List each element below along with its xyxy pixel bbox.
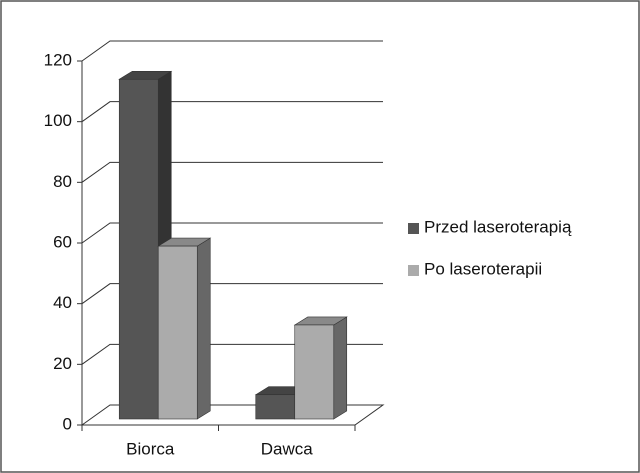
x-tick-label: Biorca: [126, 439, 175, 458]
y-tick-label: 120: [44, 50, 72, 69]
legend-swatch: [408, 223, 419, 234]
y-tick-label: 100: [44, 111, 72, 130]
y-tick-label: 80: [53, 172, 72, 191]
y-tick-label: 60: [53, 232, 72, 251]
floor: [80, 404, 385, 426]
bar: [157, 245, 198, 420]
x-tick-label: Dawca: [261, 439, 314, 458]
bar: [294, 324, 335, 420]
grid-line: [81, 283, 383, 305]
legend-label: Po laseroterapii: [424, 259, 542, 278]
grid-line: [81, 343, 383, 365]
grid-line: [81, 222, 383, 244]
grid-line: [81, 161, 383, 183]
bar-side: [333, 316, 348, 420]
bar-side: [196, 237, 211, 420]
y-tick-label: 40: [53, 293, 72, 312]
y-tick-label: 20: [53, 354, 72, 373]
bar: [255, 394, 296, 420]
y-tick-label: 0: [63, 414, 72, 433]
bar: [118, 78, 159, 420]
grid-line: [81, 40, 383, 62]
legend-label: Przed laseroterapią: [424, 217, 572, 236]
legend-swatch: [408, 265, 419, 276]
grid-line: [81, 101, 383, 123]
